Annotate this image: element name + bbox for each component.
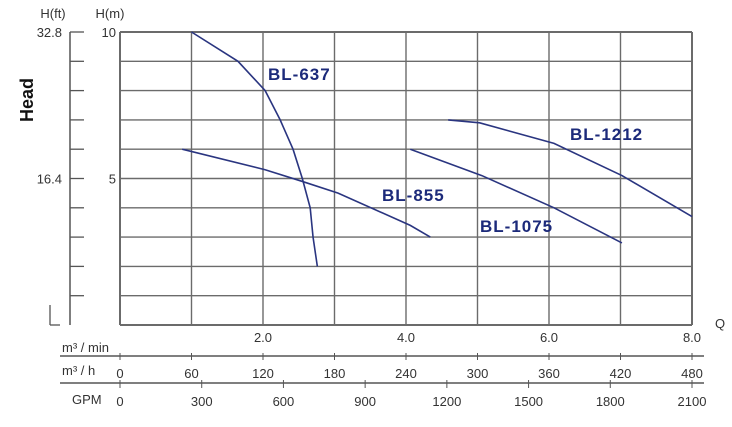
gpm-tick-label: 1800 [596, 394, 625, 409]
m-tick-label: 10 [102, 25, 116, 40]
gpm-tick-label: 900 [354, 394, 376, 409]
curve-bl-1212 [448, 119, 693, 218]
m3h-tick-label: 0 [116, 366, 123, 381]
m3min-tick-label: 6.0 [540, 330, 558, 345]
ft-tick-label: 16.4 [37, 172, 62, 187]
gpm-tick-label: 300 [191, 394, 213, 409]
m3min-tick-label: 2.0 [254, 330, 272, 345]
m-unit-label: H(m) [96, 6, 125, 21]
series-label-bl-1075: BL-1075 [480, 217, 553, 236]
gpm-tick-label: 600 [273, 394, 295, 409]
gpm-tick-label: 1200 [432, 394, 461, 409]
ft-unit-label: H(ft) [40, 6, 65, 21]
grid [119, 31, 693, 326]
m3h-tick-label: 240 [395, 366, 417, 381]
series-label-bl-855: BL-855 [382, 186, 445, 205]
m3h-tick-label: 480 [681, 366, 703, 381]
m3h-tick-label: 360 [538, 366, 560, 381]
ft-tick-label: 32.8 [37, 25, 62, 40]
m3min-tick-label: 4.0 [397, 330, 415, 345]
curve-bl-1075 [410, 148, 623, 244]
curve-bl-637 [191, 31, 319, 267]
m-tick-label: 5 [109, 172, 116, 187]
series-label-bl-637: BL-637 [268, 65, 331, 84]
m3h-tick-label: 120 [252, 366, 274, 381]
m3h-unit-label: m³ / h [62, 363, 95, 378]
gpm-tick-label: 1500 [514, 394, 543, 409]
gpm-unit-label: GPM [72, 392, 102, 407]
labels: BL-637 BL-855 BL-1075 BL-1212 [268, 65, 643, 236]
curves [182, 31, 693, 267]
m3h-tick-label: 420 [610, 366, 632, 381]
axes: H(ft) H(m) 32.8 16.4 10 5 Head Q 2.0 4.0 6.0 8.0 m³ … [17, 6, 725, 409]
y-axis-title: Head [17, 78, 37, 122]
x-axis-title: Q [715, 316, 725, 331]
m3min-tick-label: 8.0 [683, 330, 701, 345]
gpm-tick-label: 2100 [678, 394, 707, 409]
m3h-tick-label: 60 [184, 366, 198, 381]
m3min-unit-label: m³ / min [62, 340, 109, 355]
m3h-tick-label: 300 [467, 366, 489, 381]
m3h-tick-label: 180 [324, 366, 346, 381]
gpm-tick-label: 0 [116, 394, 123, 409]
curve-bl-855 [182, 148, 431, 238]
series-label-bl-1212: BL-1212 [570, 125, 643, 144]
